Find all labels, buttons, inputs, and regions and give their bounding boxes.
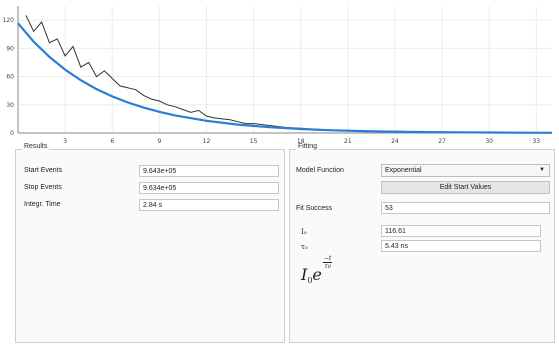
x-tick-label: 27 [438,138,446,145]
dropdown-arrow-icon: ▼ [539,167,545,173]
results-group: Results Start Events 9.643e+05 Stop Even… [15,143,285,343]
stop-events-label: Stop Events [24,184,62,191]
decay-plot[interactable]: 0 30 60 90 120 3 6 9 12 15 18 21 24 27 30 33 [0,0,559,148]
x-tick-label: 24 [391,138,399,145]
results-title: Results [22,143,50,150]
start-events-field[interactable]: 9.643e+05 [139,165,279,177]
x-tick-label: 15 [250,138,258,145]
formula-denominator-tau: τ [324,263,328,270]
formula-numerator: −t [322,255,333,263]
start-events-label: Start Events [24,167,63,174]
edit-start-values-button[interactable]: Edit Start Values [381,181,550,194]
y-tick-label: 120 [3,17,15,24]
x-tick-label: 6 [110,138,114,145]
formula-base: I [301,265,308,284]
plot-area[interactable]: 0 30 60 90 120 3 6 9 12 15 18 21 24 27 30 33 [0,0,559,148]
fit-success-field[interactable]: 53 [381,202,550,214]
formula-exponent: −t τ0 [322,255,333,271]
tau0-field[interactable]: 5.43 ns [381,240,541,252]
fit-success-label: Fit Success [296,205,333,212]
y-tick-label: 60 [6,74,14,81]
i0-label: I₀ [301,228,307,236]
integration-time-field[interactable]: 2.84 s [139,199,279,211]
formula-denominator: τ0 [323,263,332,271]
x-tick-label: 30 [485,138,493,145]
formula-sub: 0 [307,276,313,285]
fitting-group: Fitting Model Function Exponential ▼ Edi… [289,143,555,343]
fitting-title: Fitting [296,143,320,150]
model-function-select[interactable]: Exponential ▼ [381,164,550,177]
x-tick-label: 21 [344,138,352,145]
y-tick-label: 30 [6,102,14,109]
model-function-label: Model Function [296,167,344,174]
model-formula: I0e −t τ0 [301,255,333,285]
formula-denominator-sub: 0 [327,264,331,270]
x-tick-label: 33 [532,138,540,145]
stop-events-field[interactable]: 9.634e+05 [139,182,279,194]
y-tick-label: 0 [10,130,14,137]
x-tick-label: 9 [157,138,161,145]
integration-time-label: Integr. Time [24,201,61,208]
tau0-label: τ₀ [301,243,308,251]
model-function-value: Exponential [385,167,422,174]
y-tick-label: 90 [6,45,14,52]
data-series-line [25,15,552,134]
x-tick-label: 3 [63,138,67,145]
fit-series-line [17,22,553,134]
formula-e: e [312,265,322,284]
x-tick-label: 12 [203,138,211,145]
i0-field[interactable]: 116.61 [381,225,541,237]
x-tick-label: 18 [297,138,305,145]
